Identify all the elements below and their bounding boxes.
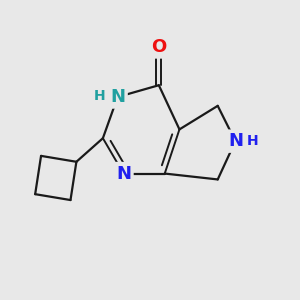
- Text: N: N: [110, 88, 125, 106]
- Text: N: N: [116, 165, 131, 183]
- Text: H: H: [247, 134, 259, 148]
- Text: N: N: [228, 132, 243, 150]
- Text: H: H: [94, 88, 106, 103]
- Text: O: O: [151, 38, 166, 56]
